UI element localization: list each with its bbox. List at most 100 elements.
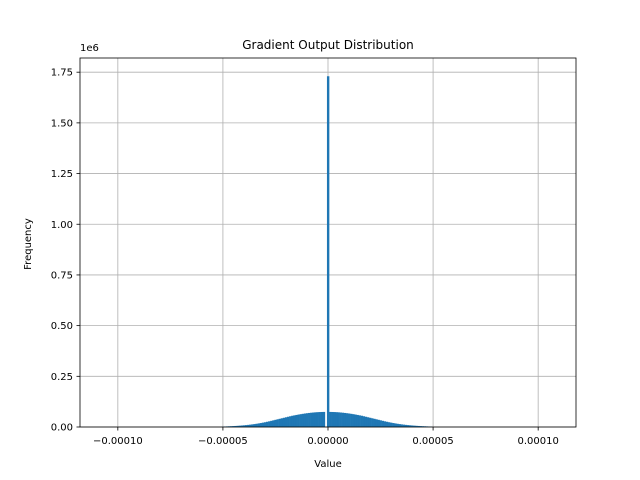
y-offset-label: 1e6 bbox=[80, 43, 99, 54]
histogram-bar bbox=[364, 416, 368, 427]
histogram-bar bbox=[240, 425, 244, 427]
histogram-bar bbox=[308, 412, 311, 427]
histogram-bar bbox=[385, 421, 389, 427]
histogram-bar bbox=[318, 412, 321, 427]
histogram-bar bbox=[360, 415, 363, 427]
histogram-bar bbox=[358, 415, 361, 427]
histogram-bar bbox=[274, 419, 277, 427]
histogram-bar bbox=[366, 417, 370, 427]
histogram-bar bbox=[404, 424, 408, 427]
histogram-bar bbox=[341, 412, 345, 427]
histogram-bar bbox=[270, 420, 273, 427]
histogram-bar bbox=[303, 413, 307, 427]
histogram-bar bbox=[411, 425, 414, 427]
histogram-bar bbox=[244, 425, 248, 427]
histogram-bar bbox=[253, 424, 256, 427]
histogram-bar bbox=[266, 421, 269, 427]
histogram-bar bbox=[333, 412, 336, 427]
y-tick-label: 1.50 bbox=[51, 118, 73, 129]
histogram-bar bbox=[272, 420, 275, 427]
histogram-bar bbox=[337, 412, 340, 427]
histogram-bar bbox=[352, 414, 355, 427]
histogram-bar bbox=[263, 422, 267, 427]
histogram-bar bbox=[398, 424, 401, 427]
histogram-bar bbox=[259, 423, 263, 427]
histogram-bar bbox=[299, 414, 303, 427]
histogram-bar bbox=[339, 412, 342, 427]
y-tick-label: 1.75 bbox=[51, 68, 73, 79]
histogram-bar bbox=[314, 412, 317, 427]
y-tick-label: 1.00 bbox=[51, 220, 73, 231]
histogram-bar bbox=[417, 425, 420, 427]
x-axis-label: Value bbox=[314, 459, 341, 470]
histogram-bar bbox=[329, 411, 332, 427]
histogram-bar bbox=[400, 424, 403, 427]
histogram-bar bbox=[335, 412, 338, 427]
histogram-bar bbox=[331, 411, 334, 427]
histogram-bar bbox=[284, 417, 288, 427]
x-tick-label: −0.00010 bbox=[93, 436, 143, 447]
histogram-bar bbox=[238, 425, 242, 427]
y-tick-label: 0.75 bbox=[51, 270, 73, 281]
histogram-bar bbox=[276, 419, 279, 427]
histogram-bar bbox=[390, 422, 393, 427]
histogram-bar bbox=[261, 422, 265, 427]
histogram-bar bbox=[322, 411, 326, 427]
y-tick-label: 0.25 bbox=[51, 372, 73, 383]
histogram-bar bbox=[406, 425, 410, 427]
histogram-bar bbox=[373, 418, 376, 427]
histogram-bar bbox=[379, 420, 382, 427]
y-axis-label: Frequency bbox=[23, 218, 34, 270]
histogram-bar bbox=[236, 425, 239, 427]
histogram-bar bbox=[347, 413, 351, 427]
histogram-bar bbox=[280, 418, 284, 427]
histogram-bar bbox=[242, 425, 246, 427]
histogram-bar bbox=[402, 424, 406, 427]
histogram-bar bbox=[234, 425, 237, 427]
x-tick-label: −0.00005 bbox=[198, 436, 248, 447]
y-tick-label: 1.25 bbox=[51, 169, 73, 180]
histogram-bar bbox=[255, 423, 258, 427]
histogram-bar bbox=[287, 416, 290, 427]
histogram-bar bbox=[312, 412, 315, 427]
histogram-bar bbox=[381, 420, 384, 427]
histogram-bar bbox=[368, 417, 372, 427]
histogram-bar bbox=[278, 418, 282, 427]
x-tick-label: 0.00000 bbox=[307, 436, 348, 447]
histogram-bar bbox=[345, 413, 349, 427]
histogram-bar bbox=[419, 426, 422, 427]
histogram-bar bbox=[343, 412, 347, 427]
histogram-bar bbox=[232, 426, 235, 427]
y-tick-label: 0.50 bbox=[51, 321, 73, 332]
histogram-bar bbox=[291, 415, 294, 427]
histogram-bar bbox=[316, 412, 319, 427]
histogram-bar bbox=[396, 423, 399, 427]
histogram-bar bbox=[268, 421, 271, 427]
y-tick-label: 0.00 bbox=[51, 423, 73, 434]
histogram-bar bbox=[301, 413, 305, 427]
histogram-bar bbox=[320, 411, 324, 427]
histogram-bar bbox=[289, 416, 292, 427]
histogram-bar bbox=[293, 415, 296, 427]
histogram-bar bbox=[310, 412, 313, 427]
x-tick-label: 0.00005 bbox=[412, 436, 453, 447]
histogram-bar bbox=[282, 417, 286, 427]
x-tick-label: 0.00010 bbox=[517, 436, 558, 447]
histogram-bar bbox=[387, 422, 391, 427]
histogram-bar bbox=[305, 413, 309, 427]
histogram-bar bbox=[247, 424, 250, 427]
histogram-bar bbox=[230, 426, 233, 427]
histogram-spike-bar bbox=[326, 76, 330, 427]
histogram-bar bbox=[354, 414, 357, 427]
histogram-bars bbox=[221, 76, 433, 427]
histogram-bar bbox=[295, 414, 298, 427]
histogram-bar bbox=[297, 414, 300, 427]
chart-title: Gradient Output Distribution bbox=[242, 38, 414, 52]
histogram-bar bbox=[362, 416, 366, 427]
histogram-bar bbox=[394, 423, 397, 427]
histogram-bar bbox=[356, 414, 359, 427]
histogram-bar bbox=[249, 424, 252, 427]
histogram-bar bbox=[350, 413, 353, 427]
axis-ticks: −0.00010 −0.00005 0.00000 0.00005 0.00010 0.0… bbox=[51, 68, 559, 447]
